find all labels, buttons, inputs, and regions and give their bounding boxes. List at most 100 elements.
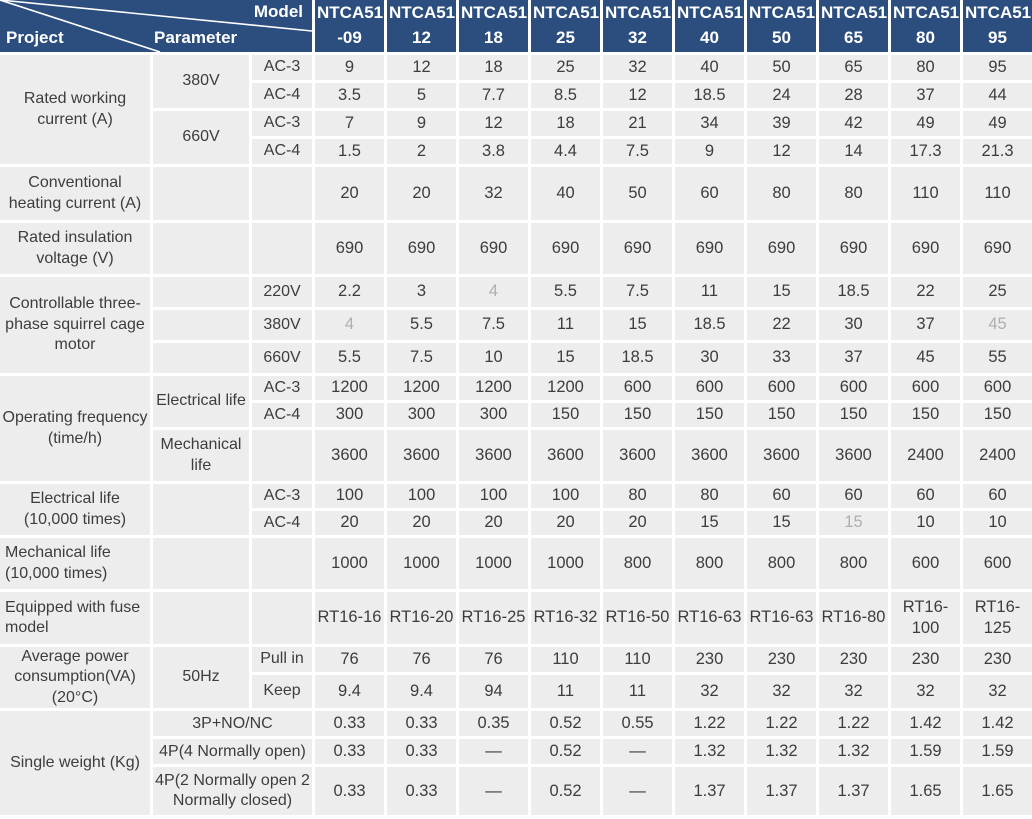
value-cell: 300 (459, 403, 528, 427)
value-cell: 800 (819, 538, 888, 589)
value-cell: 50 (747, 55, 816, 80)
parameter-label: Parameter (154, 28, 238, 47)
model-label: Model (253, 2, 303, 21)
value-cell: 0.52 (531, 711, 600, 737)
model-name-line1: NTCA51 (821, 3, 888, 23)
value-cell: RT16-63 (675, 592, 744, 644)
value-cell: 9 (387, 111, 456, 136)
value-cell: 24 (747, 83, 816, 108)
model-name-line1: NTCA51 (317, 3, 384, 23)
sub-parameter-cell: Pull in (252, 647, 312, 673)
value-cell: 32 (747, 675, 816, 709)
value-cell: 32 (603, 55, 672, 80)
value-cell: 11 (531, 310, 600, 340)
value-cell: 1200 (459, 376, 528, 400)
model-header: NTCA51 95 (963, 0, 1032, 52)
value-cell: 7 (315, 111, 384, 136)
value-cell: 1.37 (747, 767, 816, 816)
value-cell: 37 (891, 310, 960, 340)
sub-parameter-cell (252, 167, 312, 220)
value-cell: 3600 (747, 430, 816, 481)
value-cell: 1.32 (747, 739, 816, 765)
value-cell: 39 (747, 111, 816, 136)
value-cell: 49 (963, 111, 1032, 136)
value-cell: 10 (963, 511, 1032, 535)
table-row: Rated insulation voltage (V) 690 690 690 690… (0, 223, 1032, 274)
value-cell: 9 (315, 55, 384, 80)
value-cell: 18.5 (675, 310, 744, 340)
value-cell: 4.4 (531, 139, 600, 164)
value-cell: 5 (387, 83, 456, 108)
value-cell: 34 (675, 111, 744, 136)
value-cell: 80 (747, 167, 816, 220)
value-cell: 600 (891, 538, 960, 589)
value-cell: RT16-32 (531, 592, 600, 644)
value-cell: 0.33 (387, 711, 456, 737)
value-cell: 0.33 (315, 711, 384, 737)
model-name-line2: 18 (484, 28, 503, 47)
value-cell: 76 (459, 647, 528, 673)
model-name-line1: NTCA51 (893, 3, 960, 23)
table-row: 4P(4 Normally open) 0.33 0.33—0.52—1.32 1.3… (0, 739, 1032, 765)
value-cell: 30 (675, 343, 744, 373)
value-cell: 1200 (387, 376, 456, 400)
table-row: 660V AC-3 7 9 12 18 21 34 39 42 49 49 (0, 111, 1032, 164)
value-cell: 690 (675, 223, 744, 274)
value-cell: 0.55 (603, 711, 672, 737)
parameter-cell: 660V (153, 111, 249, 164)
value-cell: 80 (675, 484, 744, 508)
model-header: NTCA51 32 (603, 0, 672, 52)
project-cell: Mechanical life (10,000 times) (0, 538, 150, 589)
value-cell: 40 (531, 167, 600, 220)
value-cell: 10 (891, 511, 960, 535)
value-cell: 7.5 (459, 310, 528, 340)
value-cell: 600 (603, 376, 672, 400)
value-cell: 0.33 (387, 739, 456, 765)
value-cell: 0.52 (531, 739, 600, 765)
value-cell: 22 (747, 310, 816, 340)
value-cell: 60 (963, 484, 1032, 508)
value-cell: 1.42 (891, 711, 960, 737)
project-cell: Conventional heating current (A) (0, 167, 150, 220)
value-cell: 25 (531, 55, 600, 80)
model-header: NTCA51 80 (891, 0, 960, 52)
value-cell: 37 (891, 83, 960, 108)
model-name-line1: NTCA51 (389, 3, 456, 23)
model-header: NTCA51 50 (747, 0, 816, 52)
table-row: Single weight (Kg) 3P+NO/NC 0.33 0.33 0.35 0.… (0, 711, 1032, 816)
value-cell: 55 (963, 343, 1032, 373)
value-cell: RT16-80 (819, 592, 888, 644)
value-cell: 45 (891, 343, 960, 373)
value-cell: 15 (747, 277, 816, 307)
sub-parameter-cell (252, 430, 312, 481)
table-row: Conventional heating current (A) 20 20 32 40… (0, 167, 1032, 220)
value-cell: 15 (603, 310, 672, 340)
value-cell: 690 (819, 223, 888, 274)
parameter-cell: Mechanical life (153, 430, 249, 481)
table-row: Electrical life (10,000 times) AC-3 100 100… (0, 484, 1032, 535)
value-cell: 1.22 (747, 711, 816, 737)
value-cell: 40 (675, 55, 744, 80)
table-body: Rated working current (A) 380V AC-3 9 12 18 25… (0, 55, 1032, 816)
sub-parameter-cell: 380V (252, 310, 312, 340)
value-cell: 80 (891, 55, 960, 80)
parameter-cell (153, 223, 249, 274)
value-cell: 800 (747, 538, 816, 589)
value-cell: 1000 (531, 538, 600, 589)
value-cell: 150 (891, 403, 960, 427)
value-cell: 20 (459, 511, 528, 535)
value-cell: 690 (531, 223, 600, 274)
model-name-line1: NTCA51 (677, 3, 744, 23)
value-cell: 18 (531, 111, 600, 136)
value-cell: 12 (459, 111, 528, 136)
sub-parameter-cell (252, 592, 312, 644)
value-cell: 20 (603, 511, 672, 535)
parameter-cell (153, 484, 249, 535)
sub-parameter-cell (252, 538, 312, 589)
value-cell: 110 (891, 167, 960, 220)
value-cell: — (459, 767, 528, 816)
value-cell: 1.22 (675, 711, 744, 737)
value-cell: 2400 (891, 430, 960, 481)
value-cell: 18 (459, 55, 528, 80)
